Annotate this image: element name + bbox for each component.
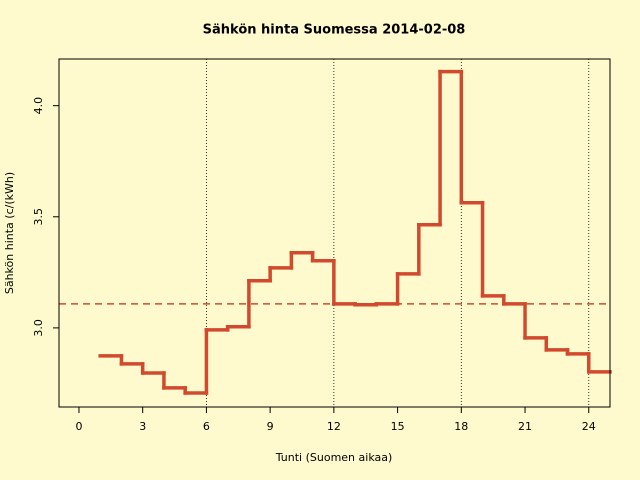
x-tick-label: 21 [518,420,532,433]
x-tick-label: 0 [75,420,82,433]
y-tick-label: 3.5 [32,208,45,226]
x-tick-label: 3 [139,420,146,433]
x-axis-label: Tunti (Suomen aikaa) [275,451,393,464]
x-tick-label: 9 [267,420,274,433]
y-tick-label: 4.0 [32,97,45,115]
x-tick-label: 12 [327,420,341,433]
x-tick-label: 24 [582,420,596,433]
x-tick-label: 6 [203,420,210,433]
plot-frame [58,58,611,408]
chart-title: Sähkön hinta Suomessa 2014-02-08 [203,23,466,38]
y-tick-label: 3.0 [32,319,45,337]
y-axis-label: Sähkön hinta (c/(kWh) [3,172,16,294]
x-tick-label: 15 [391,420,405,433]
x-tick-label: 18 [454,420,468,433]
